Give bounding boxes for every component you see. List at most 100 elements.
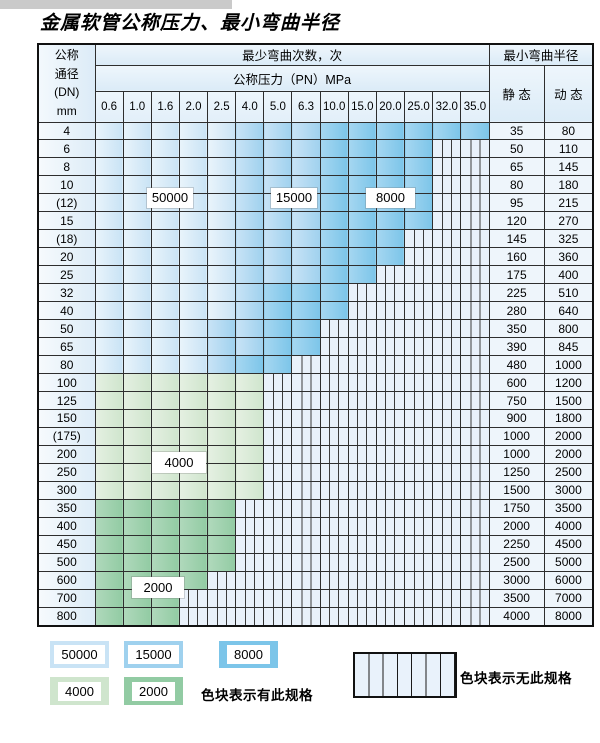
spec-cell-b8000 bbox=[319, 301, 349, 321]
spec-cell-b50000 bbox=[94, 265, 124, 285]
spec-cell-b8000 bbox=[347, 157, 377, 177]
no-spec-cell bbox=[460, 175, 490, 195]
spec-cell-b15000 bbox=[263, 139, 293, 159]
no-spec-cell bbox=[460, 444, 490, 464]
spec-cell-b8000 bbox=[375, 211, 406, 231]
no-spec-cell bbox=[432, 283, 462, 303]
spec-cell-b50000 bbox=[94, 229, 124, 249]
static-radius-cell: 4000 bbox=[488, 606, 545, 627]
pressure-header: 公称压力（PN）MPa bbox=[94, 64, 490, 92]
scan-edge-strip bbox=[0, 0, 232, 9]
spec-cell-g4000 bbox=[235, 480, 265, 500]
spec-cell-b50000 bbox=[178, 337, 209, 357]
no-spec-cell bbox=[319, 426, 349, 446]
spec-cell-b50000 bbox=[122, 229, 152, 249]
no-spec-cell bbox=[319, 319, 349, 339]
dn-cell: 250 bbox=[37, 462, 96, 482]
spec-cell-b8000 bbox=[460, 121, 490, 141]
no-spec-cell bbox=[460, 193, 490, 213]
no-spec-cell bbox=[375, 283, 406, 303]
no-spec-cell bbox=[263, 444, 293, 464]
no-spec-cell bbox=[460, 265, 490, 285]
no-spec-cell bbox=[235, 552, 265, 572]
no-spec-cell bbox=[263, 426, 293, 446]
legend-swatch-15000: 15000 bbox=[124, 641, 183, 668]
static-radius-cell: 80 bbox=[488, 175, 545, 195]
no-spec-cell bbox=[347, 570, 377, 590]
no-spec-cell bbox=[263, 516, 293, 536]
spec-cell-g4000 bbox=[235, 462, 265, 482]
cycles-header: 最少弯曲次数，次 bbox=[94, 43, 490, 66]
no-spec-cell bbox=[263, 391, 293, 410]
spec-cell-b8000 bbox=[291, 283, 321, 303]
no-spec-cell bbox=[460, 480, 490, 500]
no-spec-cell bbox=[375, 265, 406, 285]
no-spec-cell bbox=[432, 301, 462, 321]
dynamic-radius-cell: 4500 bbox=[543, 534, 594, 554]
no-spec-cell bbox=[235, 534, 265, 554]
spec-cell-b8000 bbox=[404, 139, 434, 159]
spec-cell-b50000 bbox=[122, 355, 152, 375]
no-spec-cell bbox=[319, 444, 349, 464]
spec-cell-g4000 bbox=[207, 462, 237, 482]
dynamic-header: 动 态 bbox=[543, 64, 594, 123]
spec-cell-g4000 bbox=[94, 373, 124, 393]
legend-swatch-4000-value: 4000 bbox=[58, 681, 101, 701]
static-radius-cell: 2250 bbox=[488, 534, 545, 554]
no-spec-cell bbox=[263, 534, 293, 554]
no-spec-cell bbox=[432, 480, 462, 500]
pressure-value: 1.0 bbox=[122, 90, 152, 123]
pressure-value: 35.0 bbox=[460, 90, 490, 123]
spec-cell-b50000 bbox=[122, 211, 152, 231]
no-spec-cell bbox=[404, 283, 434, 303]
spec-cell-b50000 bbox=[178, 355, 209, 375]
spec-cell-b50000 bbox=[94, 337, 124, 357]
spec-cell-b8000 bbox=[319, 175, 349, 195]
no-spec-cell bbox=[347, 498, 377, 518]
no-spec-cell bbox=[375, 301, 406, 321]
spec-cell-b50000 bbox=[207, 157, 237, 177]
no-spec-cell bbox=[460, 373, 490, 393]
no-spec-cell bbox=[235, 516, 265, 536]
no-spec-cell bbox=[347, 409, 377, 428]
spec-cell-g2000 bbox=[150, 606, 180, 627]
spec-cell-b50000 bbox=[178, 229, 209, 249]
spec-cell-g4000 bbox=[178, 426, 209, 446]
static-radius-cell: 600 bbox=[488, 373, 545, 393]
dn-cell: 40 bbox=[37, 301, 96, 321]
no-spec-cell bbox=[375, 355, 406, 375]
no-spec-cell bbox=[291, 355, 321, 375]
static-radius-cell: 2000 bbox=[488, 516, 545, 536]
static-radius-cell: 390 bbox=[488, 337, 545, 357]
spec-cell-g4000 bbox=[122, 462, 152, 482]
spec-cell-b8000 bbox=[263, 283, 293, 303]
spec-cell-g4000 bbox=[178, 480, 209, 500]
spec-cell-b50000 bbox=[207, 139, 237, 159]
no-spec-cell bbox=[375, 409, 406, 428]
legend-swatch-2000: 2000 bbox=[124, 677, 183, 705]
no-spec-cell bbox=[347, 588, 377, 608]
spec-cell-b50000 bbox=[178, 247, 209, 267]
spec-cell-g4000 bbox=[235, 409, 265, 428]
dn-cell: 100 bbox=[37, 373, 96, 393]
pressure-value: 10.0 bbox=[319, 90, 349, 123]
spec-cell-g4000 bbox=[235, 373, 265, 393]
table-row: 250 1250 2500 bbox=[37, 462, 594, 482]
spec-cell-b50000 bbox=[122, 301, 152, 321]
spec-cell-g4000 bbox=[207, 444, 237, 464]
no-spec-cell bbox=[375, 588, 406, 608]
no-spec-cell bbox=[375, 391, 406, 410]
spec-cell-g4000 bbox=[122, 391, 152, 410]
no-spec-cell bbox=[460, 588, 490, 608]
table-row: 500 2500 5000 bbox=[37, 552, 594, 572]
spec-cell-b50000 bbox=[122, 157, 152, 177]
dn-cell: 8 bbox=[37, 157, 96, 177]
spec-cell-b50000 bbox=[94, 193, 124, 213]
dn-cell: 4 bbox=[37, 121, 96, 141]
spec-cell-g4000 bbox=[207, 409, 237, 428]
no-spec-cell bbox=[404, 588, 434, 608]
static-radius-cell: 160 bbox=[488, 247, 545, 267]
no-spec-cell bbox=[291, 462, 321, 482]
no-spec-cell bbox=[432, 444, 462, 464]
spec-cell-b8000 bbox=[263, 319, 293, 339]
